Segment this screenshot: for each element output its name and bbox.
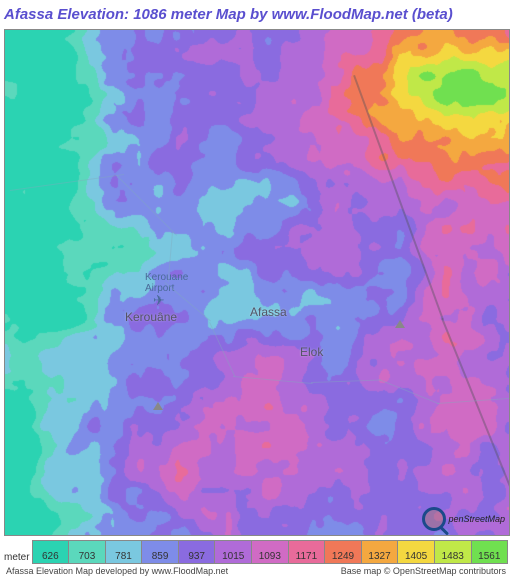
legend-swatch: 626	[32, 540, 69, 564]
legend-swatch: 781	[105, 540, 142, 564]
legend-swatch: 1015	[214, 540, 251, 564]
osm-logo-text: penStreetMap	[448, 514, 505, 524]
legend-swatch: 1561	[471, 540, 509, 564]
legend-swatch: 859	[141, 540, 178, 564]
airplane-icon: ✈	[153, 292, 165, 309]
openstreetmap-logo: penStreetMap	[422, 507, 505, 531]
legend-swatch: 703	[68, 540, 105, 564]
place-kerouane: Kerouâne	[125, 310, 177, 324]
peak-marker	[395, 320, 405, 328]
legend-swatch: 1483	[434, 540, 471, 564]
place-elok: Elok	[300, 345, 323, 359]
legend-swatch: 1093	[251, 540, 288, 564]
legend-swatches: 6267037818599371015109311711249132714051…	[32, 540, 508, 564]
place-afassa: Afassa	[250, 305, 287, 319]
credit-left: Afassa Elevation Map developed by www.Fl…	[6, 566, 228, 576]
legend-swatch: 1405	[397, 540, 434, 564]
elevation-map: KerouâneAfassaElokKerouaneAirport✈ penSt…	[4, 29, 510, 536]
credit-right: Base map © OpenStreetMap contributors	[341, 566, 506, 576]
legend-swatch: 937	[178, 540, 215, 564]
legend-unit: meter	[4, 540, 32, 564]
magnifier-icon	[422, 507, 446, 531]
peak-marker	[153, 402, 163, 410]
map-heatmap-layer	[5, 30, 509, 535]
legend-swatch: 1171	[288, 540, 325, 564]
page-title: Afassa Elevation: 1086 meter Map by www.…	[0, 0, 512, 29]
legend-swatch: 1327	[361, 540, 398, 564]
legend-swatch: 1249	[324, 540, 361, 564]
elevation-legend: meter 6267037818599371015109311711249132…	[4, 540, 508, 564]
map-credits: Afassa Elevation Map developed by www.Fl…	[0, 564, 512, 578]
